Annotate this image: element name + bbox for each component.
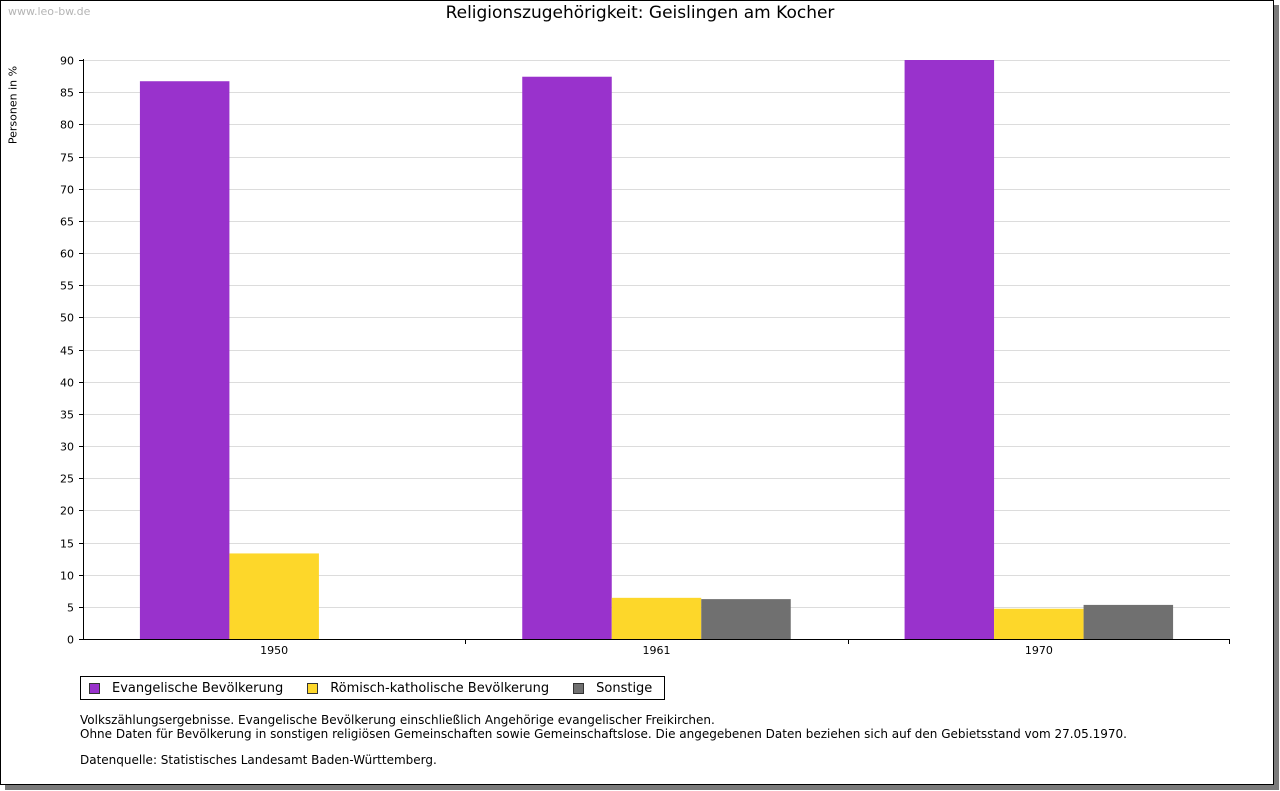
- note-line-2: Ohne Daten für Bevölkerung in sonstigen …: [80, 727, 1127, 741]
- bar-chart: 0 5 10 15 20 25 30 35 40 45 50 55 60 65 70 75 80 85 90 195…: [60, 55, 1230, 657]
- y-tick-label: 25: [60, 473, 74, 486]
- bar-1970-3: [1083, 604, 1174, 639]
- bar-1961-1: [522, 76, 612, 639]
- y-tick-label: 5: [67, 602, 74, 615]
- notes: Volkszählungsergebnisse. Evangelische Be…: [80, 713, 1127, 767]
- y-tick-label: 75: [60, 152, 74, 165]
- axes: [83, 59, 1230, 640]
- bar-1950-1: [139, 81, 230, 640]
- y-tick-label: 30: [60, 441, 74, 454]
- legend-swatch: [307, 682, 319, 694]
- watermark: www.leo-bw.de: [8, 5, 91, 18]
- x-tick-label: 1961: [643, 644, 671, 657]
- bar-1950-2: [229, 553, 319, 639]
- legend-item-3: Sonstige: [573, 681, 652, 696]
- y-tick-label: 0: [67, 634, 74, 647]
- y-tick-label: 20: [60, 505, 74, 518]
- bars: [139, 60, 1174, 640]
- x-tick-label: 1950: [260, 644, 288, 657]
- y-tick-label: 35: [60, 409, 74, 422]
- y-tick-label: 70: [60, 184, 74, 197]
- y-tick-label: 10: [60, 570, 74, 583]
- gridlines: [83, 60, 1230, 608]
- y-tick-label: 65: [60, 216, 74, 229]
- y-tick-label: 85: [60, 87, 74, 100]
- bar-1970-1: [904, 60, 995, 639]
- bar-1970-2: [994, 608, 1084, 639]
- legend-swatch: [573, 682, 585, 694]
- legend: Evangelische Bevölkerung Römisch-katholis…: [80, 676, 666, 700]
- y-tick-label: 40: [60, 377, 74, 390]
- chart-title: Religionszugehörigkeit: Geislingen am Ko…: [445, 3, 835, 23]
- legend-item-1: Evangelische Bevölkerung: [89, 681, 283, 696]
- bar-1961-2: [611, 597, 702, 639]
- y-tick-label: 60: [60, 248, 74, 261]
- x-ticks: 1950 1961 1970: [260, 639, 1230, 657]
- data-source: Datenquelle: Statistisches Landesamt Bad…: [80, 753, 437, 767]
- note-line-1: Volkszählungsergebnisse. Evangelische Be…: [80, 713, 715, 727]
- x-tick-label: 1970: [1025, 644, 1053, 657]
- bar-1961-3: [701, 599, 791, 639]
- y-ticks: 0 5 10 15 20 25 30 35 40 45 50 55 60 65 70 75 80 85 90: [60, 55, 83, 647]
- legend-swatch: [89, 682, 100, 694]
- y-tick-label: 45: [60, 345, 74, 358]
- legend-label: Evangelische Bevölkerung: [112, 680, 284, 696]
- legend-item-2: Römisch-katholische Bevölkerung: [307, 681, 549, 696]
- y-tick-label: 55: [60, 280, 74, 293]
- y-tick-label: 50: [60, 312, 74, 325]
- y-tick-label: 15: [60, 538, 74, 551]
- y-tick-label: 80: [60, 119, 74, 132]
- legend-label: Sonstige: [596, 680, 653, 696]
- legend-label: Römisch-katholische Bevölkerung: [330, 680, 550, 696]
- y-tick-label: 90: [60, 55, 74, 68]
